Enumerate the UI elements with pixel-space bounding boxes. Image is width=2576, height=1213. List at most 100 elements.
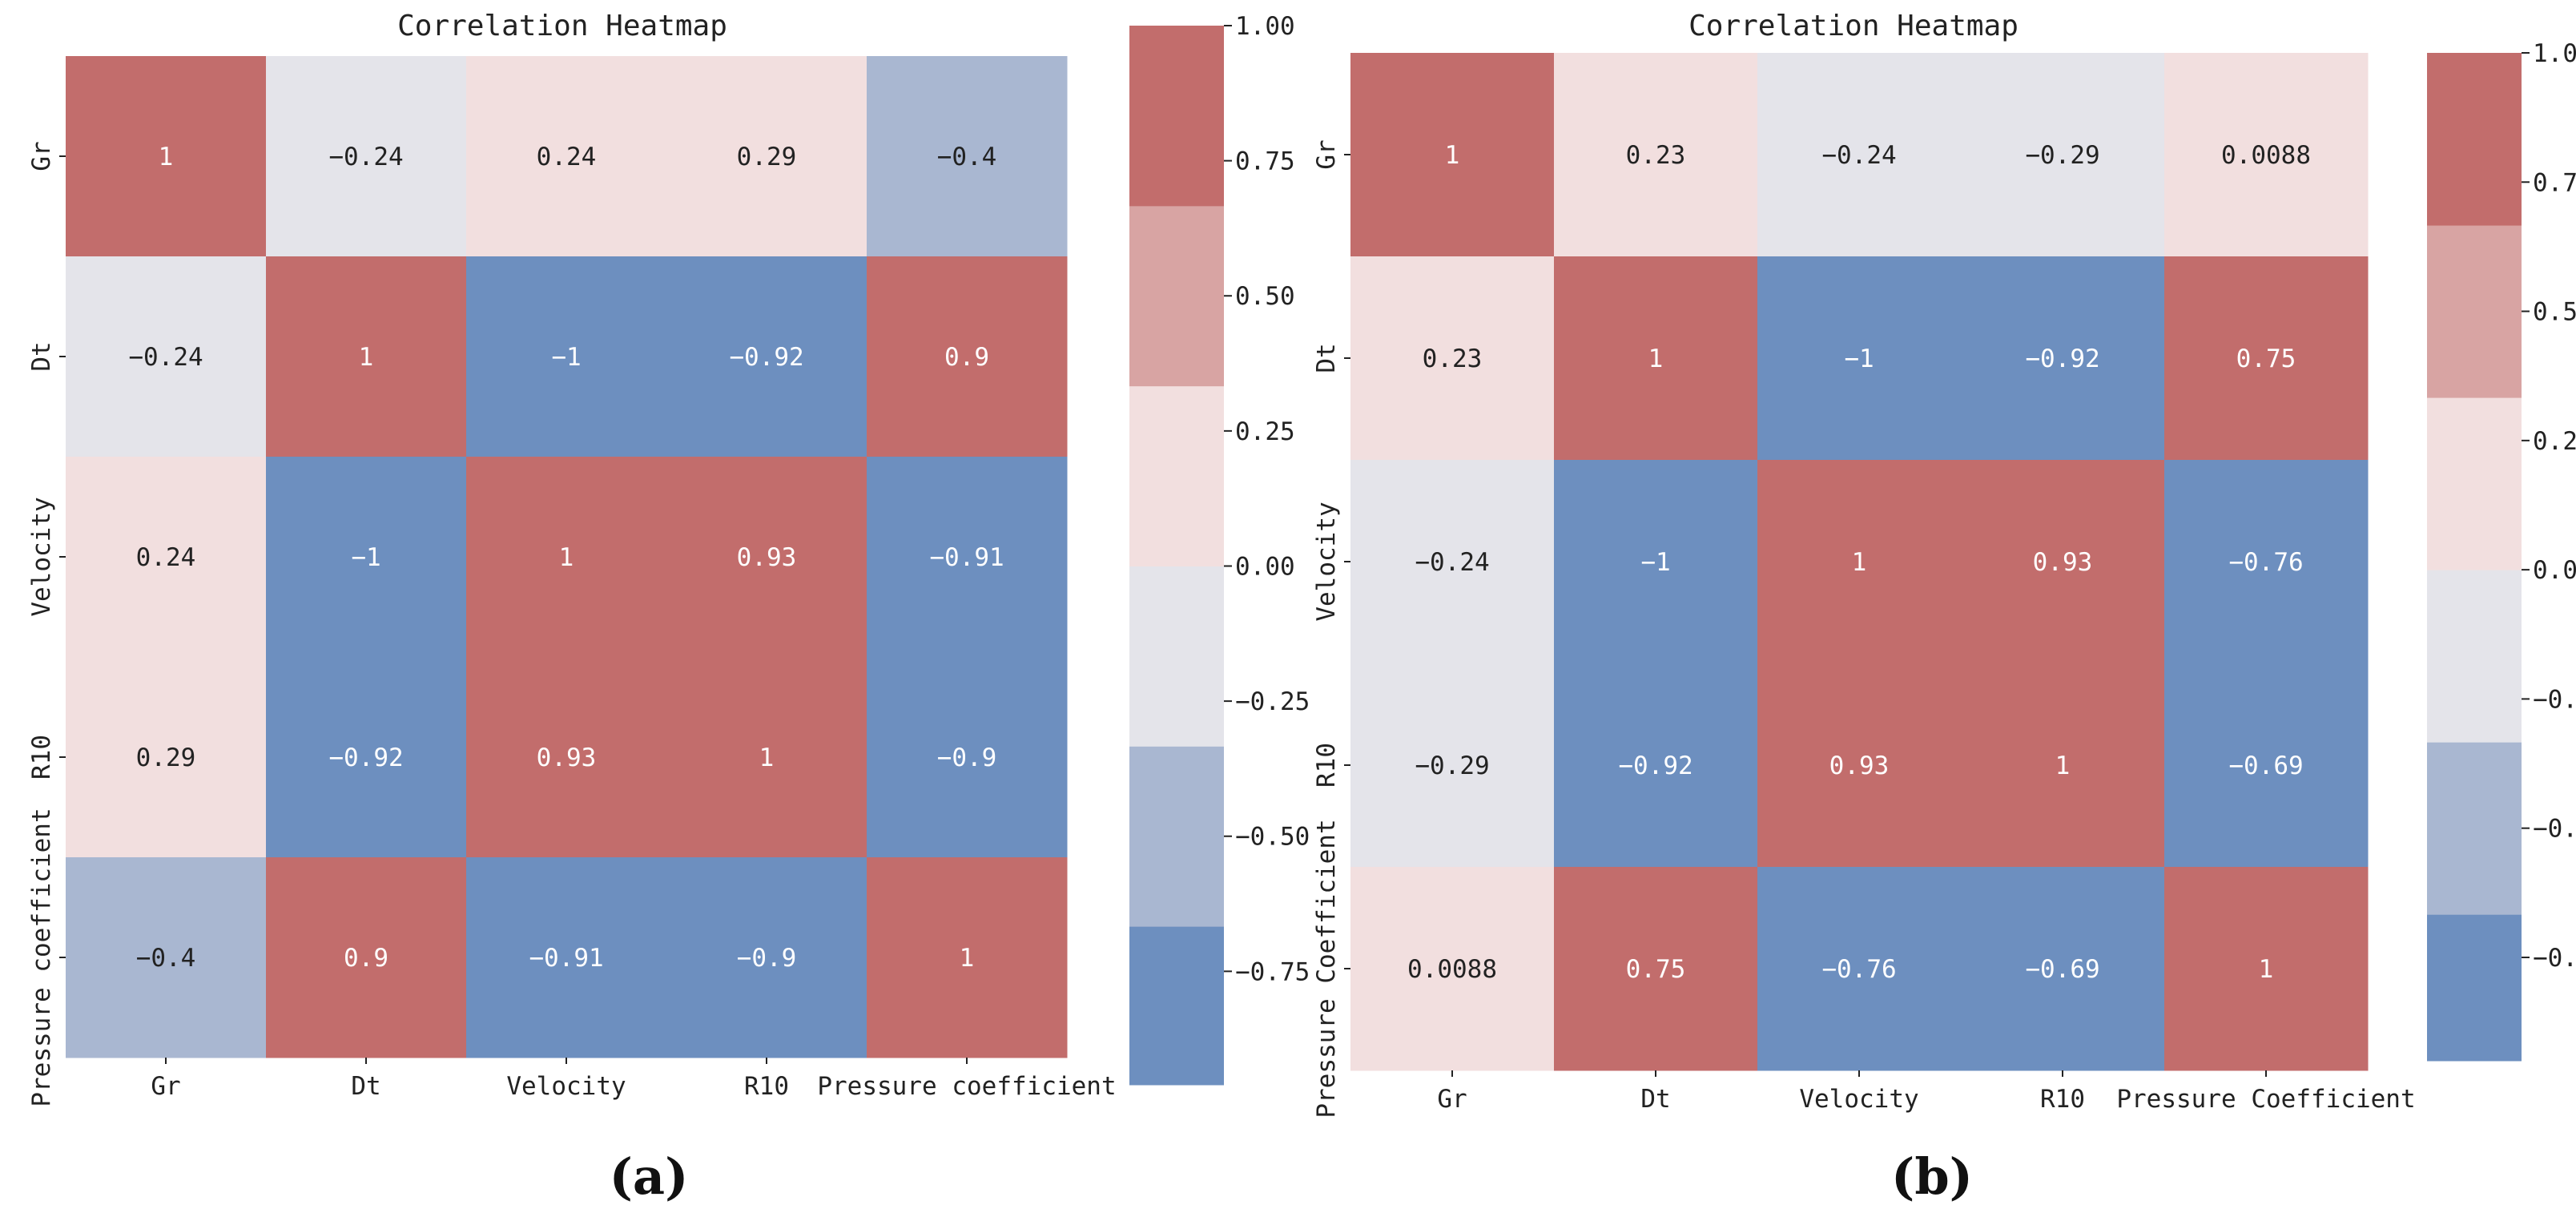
heatmap-cell [1554, 256, 1758, 461]
colorbar-segment [1129, 385, 1224, 566]
panel-label: (b) [1891, 1147, 1973, 1206]
cell-value-label: 1 [2259, 955, 2274, 984]
y-tick-label: R10 [1312, 743, 1341, 788]
heatmap-cell [266, 657, 467, 858]
cell-value-label: −0.91 [929, 543, 1004, 572]
heatmap-cell [1350, 663, 1555, 868]
heatmap-panel-a: Correlation Heatmap 1 −0.24 0.24 0.29 −0.4 −0.… [27, 10, 1310, 1206]
colorbar-tick-label: −0.25 [1235, 687, 1310, 716]
colorbar-tick-label: 0.00 [1235, 552, 1295, 581]
colorbar-segment [2427, 914, 2522, 1062]
colorbar-segment [1129, 205, 1224, 387]
y-tick-label: Dt [27, 341, 56, 371]
y-tick-label: Dt [1312, 343, 1341, 373]
colorbar-tick-label: 0.00 [2533, 556, 2576, 585]
heatmap-cell [66, 256, 267, 457]
heatmap-cell [1757, 663, 1962, 868]
cell-value-label: 0.23 [1423, 345, 1483, 373]
heatmap-cell [2164, 867, 2369, 1071]
cell-value-label: 0.0088 [1407, 955, 1497, 984]
y-tick-label: Velocity [27, 497, 56, 616]
cell-value-label: 1 [1648, 345, 1664, 373]
x-tick-label: Dt [351, 1072, 380, 1101]
x-tick-label: Gr [1437, 1085, 1467, 1114]
cell-value-label: 0.93 [2033, 548, 2093, 577]
cell-value-label: 0.93 [737, 543, 797, 572]
cell-value-label: 0.29 [136, 744, 196, 772]
x-tick-label: Dt [1640, 1085, 1670, 1114]
colorbar-segment [2427, 742, 2522, 915]
cell-value-label: −0.69 [2228, 752, 2303, 780]
cell-value-label: −1 [551, 343, 581, 372]
colorbar-segment [2427, 570, 2522, 743]
chart-title: Correlation Heatmap [1688, 10, 2019, 42]
y-tick-label: Gr [27, 141, 56, 171]
heatmap-cell [66, 857, 267, 1058]
y-tick-label: Velocity [1312, 502, 1341, 621]
y-tick-label: Pressure Coefficient [1312, 819, 1341, 1118]
cell-value-label: −0.92 [2025, 345, 2099, 373]
colorbar-tick-label: 0.25 [2533, 427, 2576, 456]
cell-value-label: −0.92 [328, 744, 403, 772]
x-tick-label: Pressure Coefficient [2116, 1085, 2415, 1114]
heatmap-cell [1554, 663, 1758, 868]
colorbar-segment [1129, 566, 1224, 747]
cell-value-label: 0.93 [537, 744, 597, 772]
x-tick-label: Velocity [506, 1072, 626, 1101]
cell-value-label: −0.29 [2025, 141, 2099, 170]
x-tick-label: Gr [151, 1072, 180, 1101]
cell-value-label: 0.23 [1626, 141, 1686, 170]
cell-value-label: 1 [2055, 752, 2071, 780]
colorbar-segment [2427, 225, 2522, 398]
heatmap-cell [1757, 460, 1962, 664]
heatmap-cell [666, 256, 867, 457]
heatmap-cell [266, 457, 467, 658]
cell-value-label: 0.29 [737, 143, 797, 171]
cell-value-label: 0.0088 [2221, 141, 2311, 170]
cell-value-label: −0.9 [737, 944, 797, 973]
colorbar-tick-label: −0.75 [1235, 957, 1310, 986]
colorbar-tick-label: −0.50 [1235, 823, 1310, 852]
heatmap-cell [266, 857, 467, 1058]
heatmap-cell [1350, 53, 1555, 257]
heatmap-cell [867, 56, 1068, 257]
heatmap-cell [66, 457, 267, 658]
cell-value-label: 1 [1445, 141, 1460, 170]
heatmap-cell [666, 657, 867, 858]
cell-value-label: 0.24 [136, 543, 196, 572]
cell-value-label: −0.76 [1821, 955, 1896, 984]
x-tick-label: R10 [2040, 1085, 2085, 1114]
colorbar-tick-label: 0.25 [1235, 417, 1295, 446]
x-tick-label: Pressure coefficient [817, 1072, 1116, 1101]
heatmap-cell [1961, 460, 2165, 664]
colorbar: 1.00 0.75 0.50 0.25 0.00 −0.25 −0.50 −0.75 [2427, 39, 2576, 1062]
cell-value-label: −0.24 [328, 143, 403, 171]
heatmap-cell [2164, 663, 2369, 868]
colorbar-tick-label: 1.00 [2533, 39, 2576, 68]
cell-value-label: 1 [559, 543, 574, 572]
heatmap-cell [1757, 256, 1962, 461]
heatmap-cell [666, 457, 867, 658]
heatmap-cell [466, 56, 667, 257]
cell-value-label: 1 [159, 143, 174, 171]
cell-value-label: 1 [759, 744, 775, 772]
cell-value-label: 1 [359, 343, 374, 372]
cell-value-label: 0.75 [1626, 955, 1686, 984]
y-tick-label: R10 [27, 735, 56, 780]
heatmap-cell [1961, 867, 2165, 1071]
heatmap-cell [666, 56, 867, 257]
colorbar-tick-label: 0.50 [2533, 298, 2576, 327]
heatmap-cell [1554, 460, 1758, 664]
heatmap-cell [867, 256, 1068, 457]
heatmap-cell [1350, 460, 1555, 664]
x-tick-label: R10 [744, 1072, 789, 1101]
panel-label: (a) [610, 1147, 689, 1206]
y-tick-label: Gr [1312, 139, 1341, 169]
heatmap-cell [466, 857, 667, 1058]
heatmap-cell [867, 657, 1068, 858]
heatmap-cell [1961, 256, 2165, 461]
cell-value-label: −0.24 [1415, 548, 1489, 577]
cell-value-label: 0.93 [1829, 752, 1890, 780]
heatmap-cell [2164, 53, 2369, 257]
